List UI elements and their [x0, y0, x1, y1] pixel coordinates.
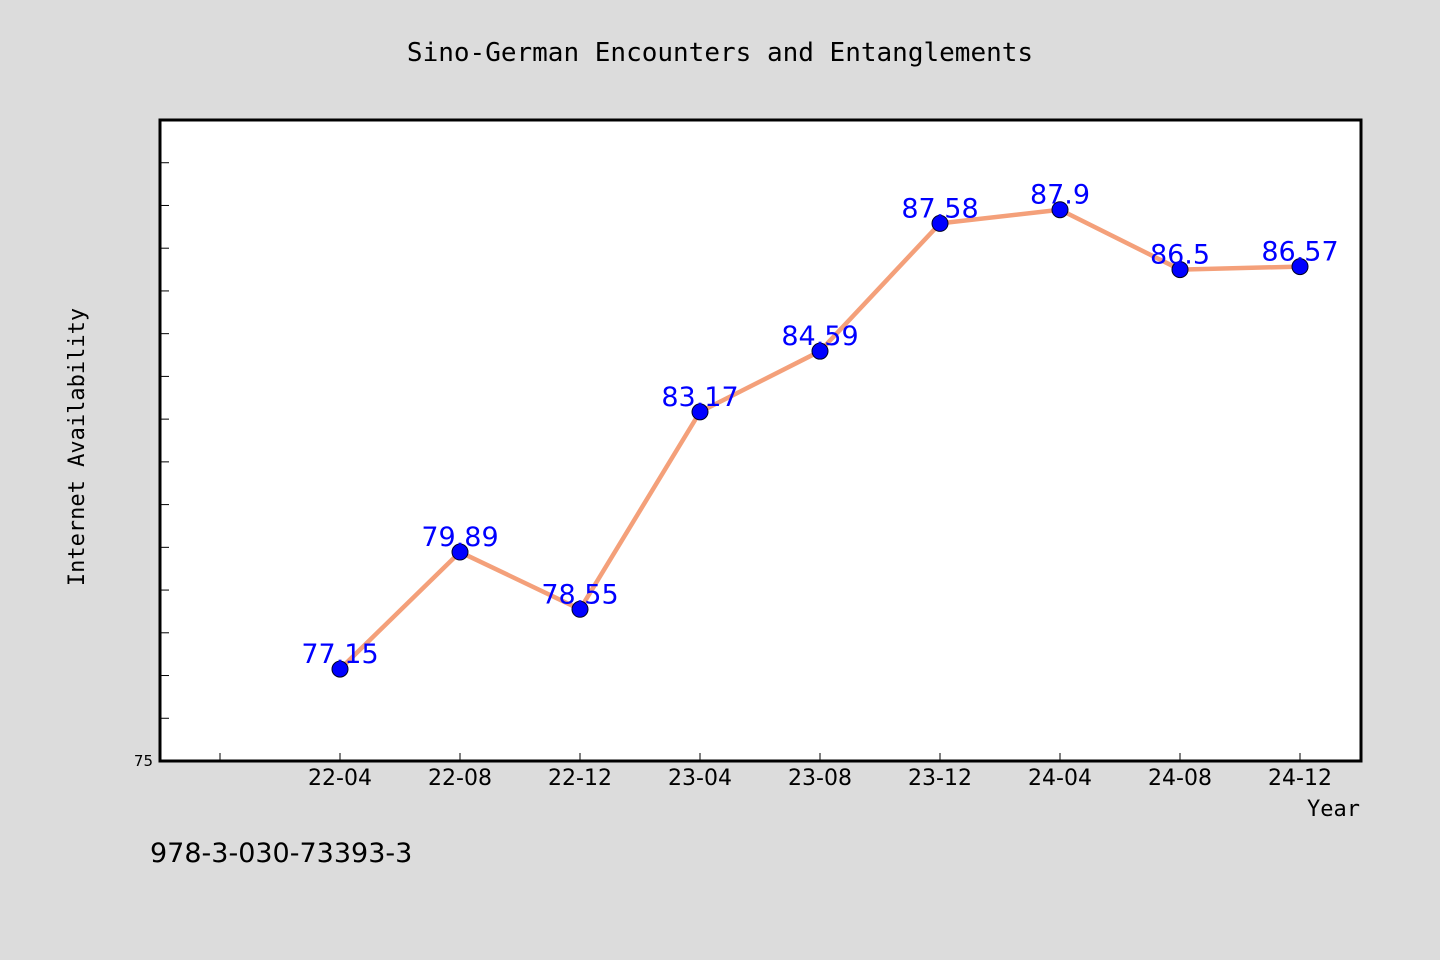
data-label-22-08: 79.89: [421, 522, 498, 553]
x-tick-label-23-04: 23-04: [668, 766, 732, 791]
data-labels-layer: 77.15 79.89 78.55 83.17 84.59 87.58 87.9 86.5 86…: [301, 180, 1338, 670]
data-label-24-12: 86.57: [1261, 237, 1338, 268]
data-label-23-04: 83.17: [661, 382, 738, 413]
x-tick-label-23-12: 23-12: [908, 766, 972, 791]
data-label-24-08: 86.5: [1150, 240, 1210, 271]
plot-area: [158, 118, 1363, 763]
data-point-22-04: [331, 660, 349, 678]
x-tick-label-23-08: 23-08: [788, 766, 852, 791]
x-tick-label-24-08: 24-08: [1148, 766, 1212, 791]
x-tick-label-24-04: 24-04: [1028, 766, 1092, 791]
x-tick-label-22-08: 22-08: [428, 766, 492, 791]
data-point-23-04: [691, 403, 709, 421]
data-point-24-12: [1291, 258, 1309, 276]
x-axis-label: Year: [1307, 797, 1360, 822]
y-axis-ticks: [160, 162, 169, 719]
data-point-23-08: [811, 342, 829, 360]
data-point-22-08: [451, 543, 469, 561]
y-tick-label-75: 75: [134, 752, 153, 770]
data-label-23-08: 84.59: [781, 321, 858, 352]
data-point-22-12: [571, 600, 589, 618]
x-tick-label-24-12: 24-12: [1268, 766, 1332, 791]
x-tick-label-22-04: 22-04: [308, 766, 372, 791]
chart-title: Sino-German Encounters and Entanglements: [407, 38, 1033, 68]
data-point-24-04: [1051, 201, 1069, 219]
data-point-23-12: [931, 214, 949, 232]
series-layer: [331, 201, 1309, 678]
x-axis-ticks: 22-04 22-08 22-12 23-04 23-08 23-12 24-04 24-08…: [219, 753, 1332, 791]
data-point-24-08: [1171, 261, 1189, 279]
data-label-23-12: 87.58: [901, 193, 978, 224]
data-label-24-04: 87.9: [1030, 180, 1090, 211]
data-label-22-12: 78.55: [541, 579, 618, 610]
footnote-isbn: 978-3-030-73393-3: [150, 838, 412, 869]
data-label-22-04: 77.15: [301, 639, 378, 670]
x-tick-label-22-12: 22-12: [548, 766, 612, 791]
y-axis-label: Internet Availability: [65, 308, 90, 586]
